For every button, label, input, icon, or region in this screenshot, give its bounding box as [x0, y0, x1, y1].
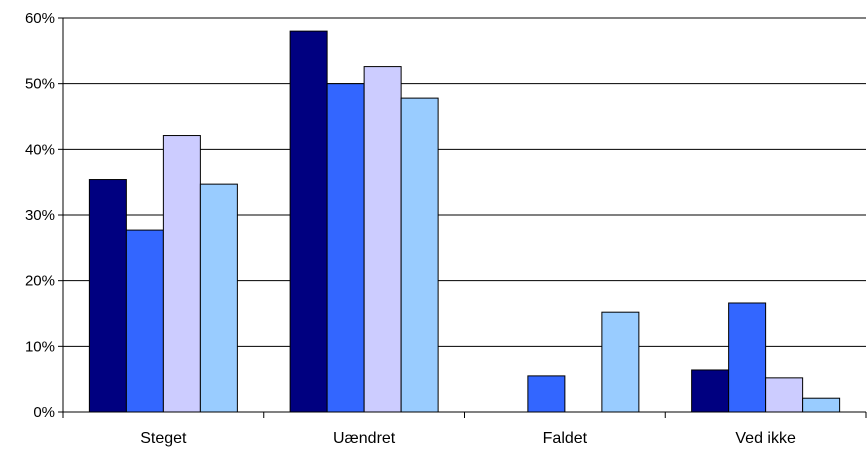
- y-tick-label: 50%: [25, 76, 55, 93]
- y-tick-label: 40%: [25, 141, 55, 158]
- bar-2-series-4: [401, 98, 438, 412]
- bars: [89, 31, 839, 412]
- y-tick-label: 20%: [25, 273, 55, 290]
- bar-2-series-1: [290, 31, 327, 412]
- x-category-label: Steget: [140, 430, 187, 447]
- bar-4-series-3: [766, 378, 803, 412]
- category-labels: Steget Uændret Faldet Ved ikke: [140, 430, 796, 447]
- bar-1-series-2: [126, 230, 163, 412]
- x-category-label: Uændret: [333, 430, 396, 447]
- bar-1-series-4: [200, 184, 237, 412]
- bar-4-series-4: [803, 398, 840, 412]
- bar-1-series-3: [163, 136, 200, 412]
- bar-3-series-2: [528, 376, 565, 412]
- bar-4-series-2: [729, 303, 766, 412]
- bar-1-series-1: [89, 180, 126, 412]
- y-tick-labels: 0% 10% 20% 30% 40% 50% 60%: [25, 10, 55, 421]
- bar-2-series-2: [327, 84, 364, 412]
- y-tick-label: 60%: [25, 10, 55, 27]
- x-category-label: Faldet: [543, 430, 588, 447]
- bar-3-series-4: [602, 312, 639, 412]
- y-tick-label: 30%: [25, 207, 55, 224]
- y-tick-label: 0%: [33, 404, 55, 421]
- y-tick-label: 10%: [25, 338, 55, 355]
- x-category-label: Ved ikke: [735, 430, 796, 447]
- bar-4-series-1: [692, 370, 729, 412]
- bar-2-series-3: [364, 67, 401, 412]
